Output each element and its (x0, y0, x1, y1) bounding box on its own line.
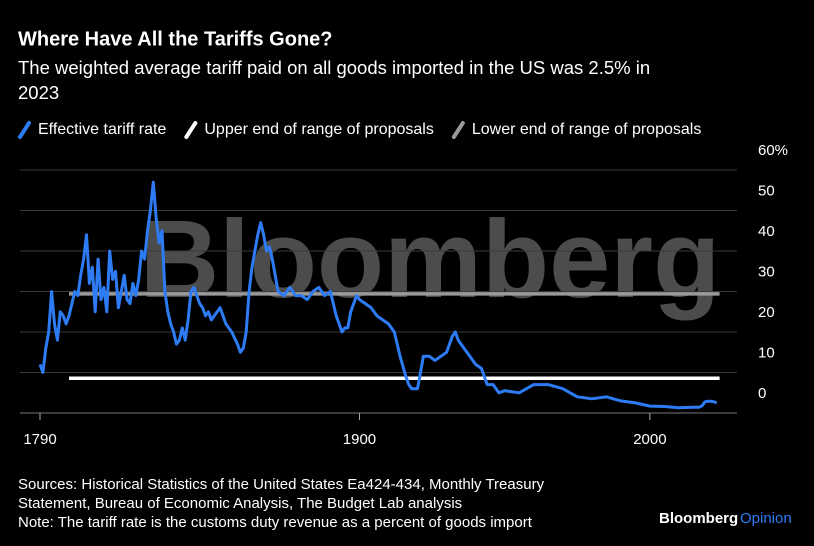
chart-title: Where Have All the Tariffs Gone? (18, 28, 333, 50)
brand: Opinion (740, 510, 792, 527)
note: Sources: Historical Statistics of the Un… (18, 476, 545, 493)
note: Statement, Bureau of Economic Analysis, … (18, 495, 462, 512)
y-tick-label: 20 (758, 304, 775, 321)
watermark: Bloomberg (140, 198, 721, 321)
note: Note: The tariff rate is the customs dut… (18, 514, 533, 531)
x-tick-label: 1790 (23, 431, 56, 448)
series-line (38, 180, 718, 410)
y-tick-label: 50 (758, 182, 775, 199)
y-tick-label: 10 (758, 344, 775, 361)
brand: Bloomberg (659, 510, 738, 527)
x-tick-label: 1900 (343, 431, 376, 448)
y-tick-label: 30 (758, 263, 775, 280)
legend-swatch (184, 121, 198, 139)
x-tick-label: 2000 (633, 431, 666, 448)
chart-subtitle: 2023 (18, 82, 59, 103)
legend-label: Upper end of range of proposals (204, 121, 433, 138)
legend-swatch (18, 121, 31, 139)
legend-label: Lower end of range of proposals (472, 121, 701, 138)
legend-label: Effective tariff rate (38, 121, 166, 138)
y-tick-label: 60% (758, 142, 788, 159)
legend-swatch (451, 121, 465, 139)
y-tick-label: 0 (758, 385, 766, 402)
y-tick-label: 40 (758, 223, 775, 240)
chart-subtitle: The weighted average tariff paid on all … (18, 57, 650, 78)
